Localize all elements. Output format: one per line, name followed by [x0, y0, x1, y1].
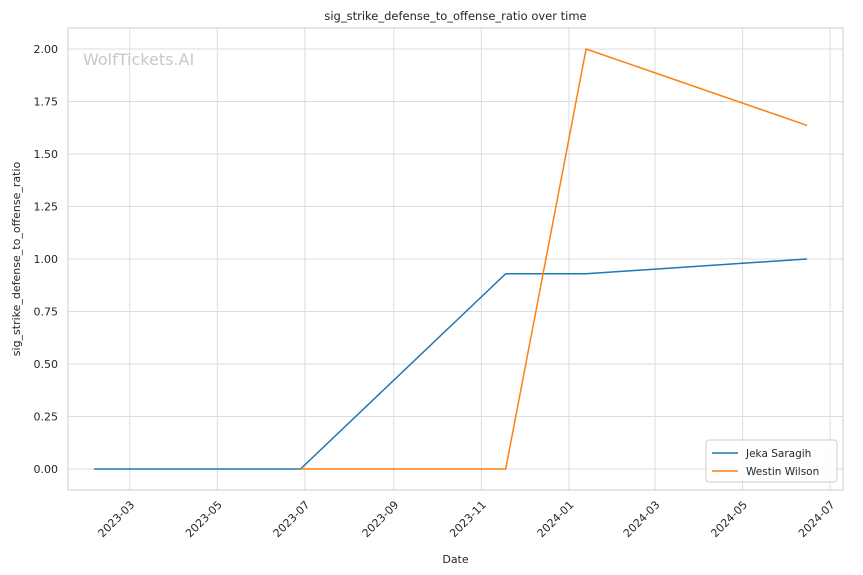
y-tick-label: 1.00	[34, 253, 59, 266]
plot-area-frame	[67, 27, 844, 491]
x-tick-label: 2023-09	[360, 498, 402, 540]
y-tick-label: 1.75	[34, 96, 59, 109]
watermark-text: WolfTickets.AI	[83, 50, 194, 69]
y-tick-label: 0.75	[34, 306, 59, 319]
x-tick-label: 2023-05	[183, 498, 225, 540]
legend-box	[705, 439, 838, 483]
x-axis-label: Date	[442, 553, 469, 566]
y-axis-label: sig_strike_defense_to_offense_ratio	[10, 162, 23, 357]
chart-title: sig_strike_defense_to_offense_ratio over…	[324, 9, 586, 23]
x-tick-label: 2024-05	[708, 498, 750, 540]
series-layer	[93, 48, 808, 470]
x-tick-label: 2023-11	[447, 498, 489, 540]
legend: Jeka Saragih Westin Wilson	[705, 439, 838, 483]
legend-entry: Jeka Saragih	[745, 448, 811, 460]
y-tick-label: 1.50	[34, 148, 59, 161]
y-tick-label: 0.25	[34, 411, 59, 424]
x-tick-label: 2024-07	[796, 498, 838, 540]
x-tick-label: 2024-01	[535, 498, 577, 540]
x-tick-label: 2023-07	[271, 498, 313, 540]
x-tick-label: 2024-03	[621, 498, 663, 540]
grid	[68, 28, 843, 490]
y-tick-label: 0.50	[34, 358, 59, 371]
legend-entry: Westin Wilson	[746, 466, 819, 478]
y-tick-label: 2.00	[34, 43, 59, 56]
y-tick-label: 0.00	[34, 463, 59, 476]
y-tick-label: 1.25	[34, 201, 59, 214]
series-line-jeka-saragih	[93, 258, 808, 470]
series-line-westin-wilson	[300, 48, 808, 470]
x-tick-label: 2023-03	[96, 498, 138, 540]
